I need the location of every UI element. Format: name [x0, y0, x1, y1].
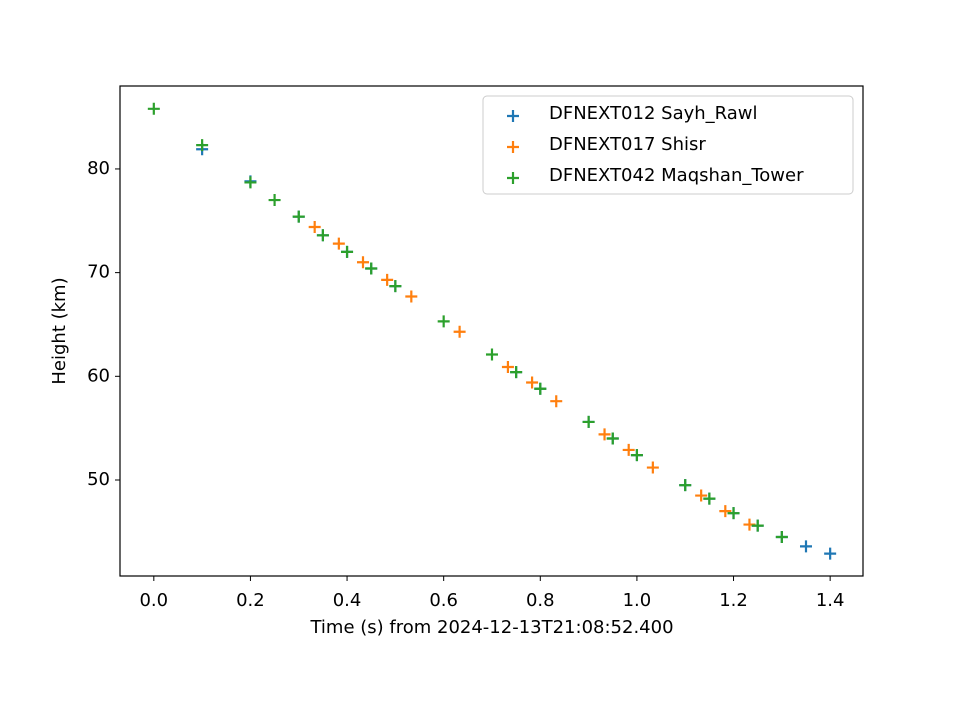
y-tick-label: 50: [87, 469, 110, 490]
point: [598, 428, 611, 441]
point: [703, 492, 716, 505]
point: [824, 547, 837, 560]
y-tick-label: 70: [87, 262, 110, 283]
point: [332, 237, 345, 250]
x-tick-label: 0.0: [139, 590, 168, 611]
point: [316, 229, 329, 242]
legend-marker: [507, 110, 519, 122]
plot-frame: [119, 85, 864, 577]
point: [727, 507, 740, 520]
point: [719, 505, 732, 518]
point: [695, 489, 708, 502]
point: [196, 139, 209, 152]
y-axis-label: Height (km): [49, 277, 70, 384]
legend-marker: [507, 141, 519, 153]
point: [526, 376, 539, 389]
point: [381, 273, 394, 286]
point: [365, 262, 378, 275]
point: [622, 443, 635, 456]
point: [550, 395, 563, 408]
legend-label: DFNEXT012 Sayh_Rawl: [549, 103, 758, 124]
point: [510, 366, 523, 379]
point: [534, 382, 547, 395]
x-axis-label: Time (s) from 2024-12-13T21:08:52.400: [309, 617, 673, 638]
legend: DFNEXT012 Sayh_Rawl DFNEXT017 Shisr DFNEXT…: [482, 95, 854, 195]
legend-label: DFNEXT017 Shisr: [549, 134, 706, 155]
point: [582, 415, 595, 428]
y-tick-label: 60: [87, 365, 110, 386]
x-tick-label: 0.8: [526, 590, 555, 611]
point: [453, 325, 466, 338]
point: [437, 315, 450, 328]
point: [646, 461, 659, 474]
x-tick-label: 1.0: [623, 590, 652, 611]
point: [679, 479, 692, 492]
point: [775, 531, 788, 544]
point: [389, 280, 402, 293]
legend-marker: [507, 172, 519, 184]
point: [630, 449, 643, 462]
x-tick-label: 1.4: [816, 590, 845, 611]
point: [356, 256, 369, 269]
y-tick-label: 80: [87, 158, 110, 179]
point: [501, 360, 514, 373]
x-tick-label: 0.6: [429, 590, 458, 611]
x-tick-label: 0.4: [333, 590, 362, 611]
legend-box: [482, 95, 854, 195]
x-tick-label: 0.2: [236, 590, 265, 611]
point: [292, 210, 305, 223]
x-tick-label: 1.2: [719, 590, 748, 611]
point: [606, 432, 619, 445]
point: [485, 348, 498, 361]
point: [244, 176, 257, 189]
point: [799, 540, 812, 553]
point: [147, 102, 160, 115]
point: [341, 245, 354, 258]
point: [268, 194, 281, 207]
point: [405, 290, 418, 303]
point: [308, 221, 321, 234]
legend-label: DFNEXT042 Maqshan_Tower: [549, 165, 804, 186]
point: [751, 519, 764, 532]
